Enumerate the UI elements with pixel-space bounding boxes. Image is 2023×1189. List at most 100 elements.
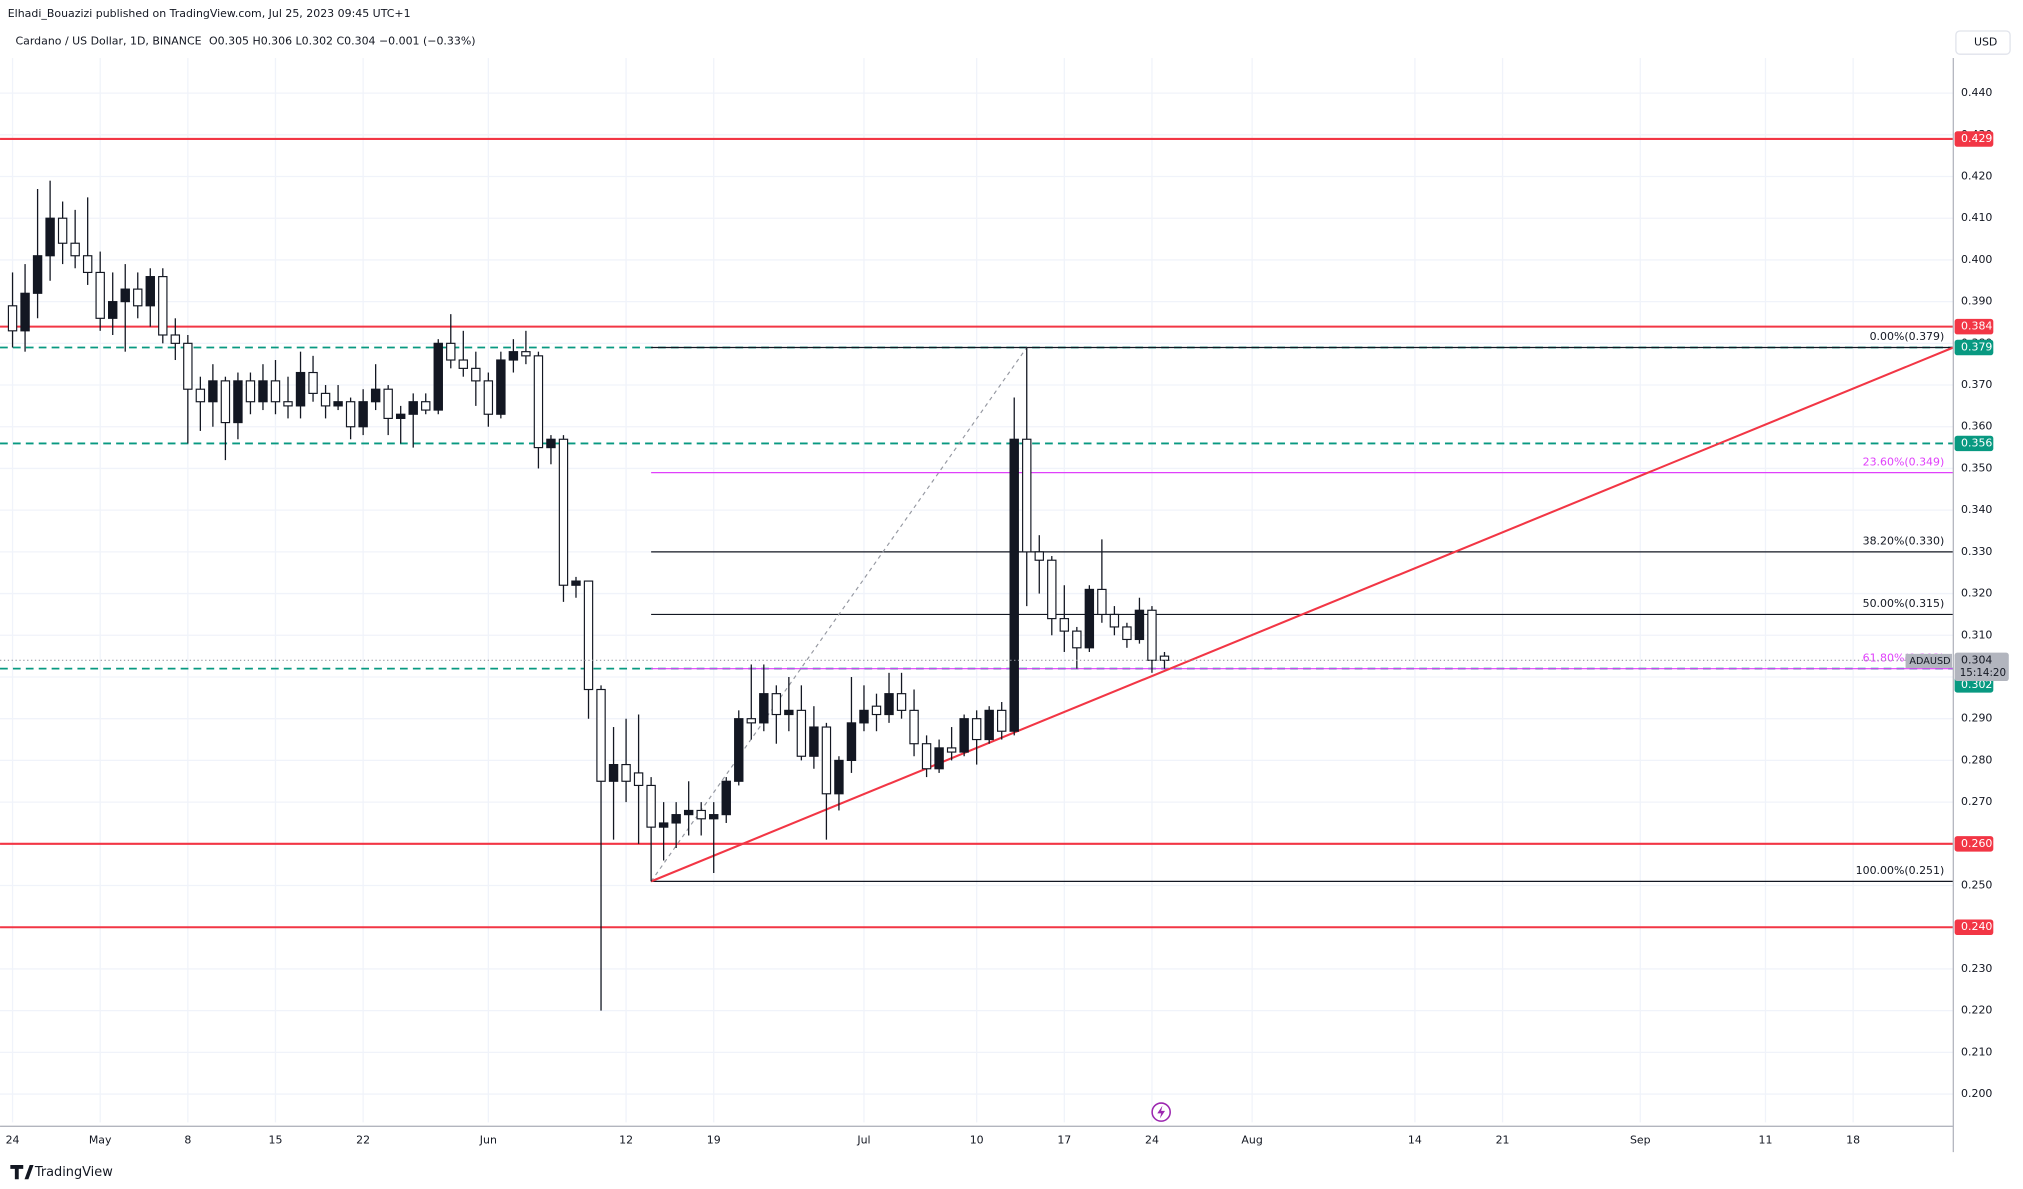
- ohlc: O0.305 H0.306 L0.302 C0.304 −0.001 (−0.3…: [209, 34, 476, 47]
- candle-body: [834, 759, 844, 795]
- y-tick-label: 0.290: [1961, 712, 1992, 725]
- candle-body: [183, 342, 193, 390]
- candle-body: [433, 342, 443, 411]
- level-axis-label: 0.384: [1961, 320, 1992, 333]
- candle-body: [370, 388, 381, 403]
- candle-body: [158, 276, 168, 336]
- candle-body: [658, 822, 669, 828]
- candle-body: [884, 693, 894, 716]
- level-axis-box: [1954, 318, 1994, 335]
- candle-body: [533, 355, 544, 449]
- fib-label: 0.00%(0.379): [1870, 330, 1945, 343]
- y-tick-label: 0.330: [1961, 545, 1992, 558]
- candle-body: [145, 276, 155, 307]
- y-tick-label: 0.400: [1961, 253, 1992, 266]
- candle-body: [859, 709, 869, 724]
- y-tick-label: 0.370: [1961, 378, 1992, 391]
- x-tick-label: 22: [356, 1133, 370, 1146]
- y-tick-label: 0.200: [1961, 1087, 1992, 1100]
- candle-body: [583, 580, 594, 691]
- x-tick-label: Jul: [856, 1133, 870, 1146]
- candle-body: [809, 726, 819, 757]
- level-axis-box: [1954, 677, 1994, 693]
- candle-body: [245, 380, 256, 403]
- candle-body: [195, 388, 206, 403]
- candle-body: [959, 718, 969, 753]
- candle-body: [734, 718, 744, 782]
- candle-body: [896, 693, 907, 711]
- candle-body: [971, 718, 982, 741]
- candle-body: [996, 709, 1007, 732]
- currency-button[interactable]: [1955, 30, 2011, 55]
- symbol: Cardano / US Dollar, 1D, BINANCE: [16, 34, 202, 47]
- candle-body: [1159, 655, 1170, 661]
- candle-body: [521, 351, 531, 357]
- candle-body: [208, 380, 218, 403]
- x-tick-label: May: [89, 1133, 112, 1146]
- candle-body: [1059, 618, 1070, 632]
- candle-body: [771, 693, 782, 716]
- x-tick-label: 14: [1408, 1133, 1422, 1146]
- level-axis-label: 0.302: [1961, 678, 1992, 691]
- level-axis-label: 0.260: [1961, 837, 1992, 850]
- candle-body: [108, 301, 118, 319]
- x-tick-label: Aug: [1241, 1133, 1262, 1146]
- level-axis-box: [1954, 836, 1994, 852]
- candle-body: [395, 413, 406, 419]
- candle-body: [984, 709, 994, 741]
- candle-body: [308, 371, 318, 394]
- currency[interactable]: USD: [1974, 36, 1997, 49]
- candle-body: [7, 305, 18, 332]
- x-tick-label: 24: [6, 1133, 20, 1146]
- candle-body: [421, 401, 431, 411]
- candle-body: [921, 743, 932, 770]
- candle-body: [1097, 588, 1107, 616]
- y-tick-label: 0.320: [1961, 587, 1992, 600]
- fib-label: 23.60%(0.349): [1863, 455, 1945, 468]
- candle-body: [233, 380, 243, 424]
- y-tick-label: 0.440: [1961, 86, 1992, 99]
- level-axis-label: 0.356: [1961, 436, 1992, 449]
- level-axis-box: [1954, 131, 1994, 147]
- candle-body: [1034, 551, 1044, 561]
- candle-body: [1147, 609, 1157, 661]
- event-icon[interactable]: [1151, 1102, 1171, 1122]
- candle-body: [383, 388, 393, 419]
- published: Elhadi_Bouazizi published on TradingView…: [8, 7, 411, 20]
- candle-body: [458, 359, 469, 369]
- candle-body: [646, 784, 656, 828]
- candle-body: [821, 726, 832, 795]
- y-tick-label: 0.210: [1961, 1045, 1992, 1058]
- candle-body: [496, 359, 506, 415]
- candle-body: [784, 709, 794, 716]
- candle-body: [721, 780, 731, 816]
- candle-body: [1022, 438, 1032, 553]
- candle-body: [320, 392, 331, 407]
- x-tick-label: 18: [1846, 1133, 1860, 1146]
- fib-label: 38.20%(0.330): [1863, 535, 1945, 548]
- candle-body: [295, 371, 306, 407]
- candle-body: [558, 438, 569, 586]
- x-tick-label: 10: [970, 1133, 984, 1146]
- candle-body: [120, 288, 130, 303]
- candle-body: [709, 814, 719, 820]
- last-price-label: 0.304: [1961, 653, 1992, 666]
- candle-body: [57, 217, 68, 244]
- candle-body: [796, 709, 807, 757]
- candle-body: [32, 255, 43, 294]
- candle-body: [1009, 438, 1019, 732]
- candle-body: [170, 334, 181, 344]
- level-axis-box: [1954, 435, 1994, 452]
- candle-body: [1109, 613, 1120, 628]
- event-icon-bolt: [1157, 1105, 1166, 1119]
- level-axis-box: [1954, 919, 1994, 935]
- x-tick-label: 21: [1496, 1133, 1510, 1146]
- candle-body: [45, 217, 55, 257]
- candle-body: [571, 580, 581, 586]
- candle-body: [1084, 588, 1095, 649]
- candle-body: [508, 351, 519, 361]
- candle-body: [1072, 630, 1082, 649]
- candle-body: [746, 718, 756, 724]
- brand-logo: [10, 1165, 34, 1180]
